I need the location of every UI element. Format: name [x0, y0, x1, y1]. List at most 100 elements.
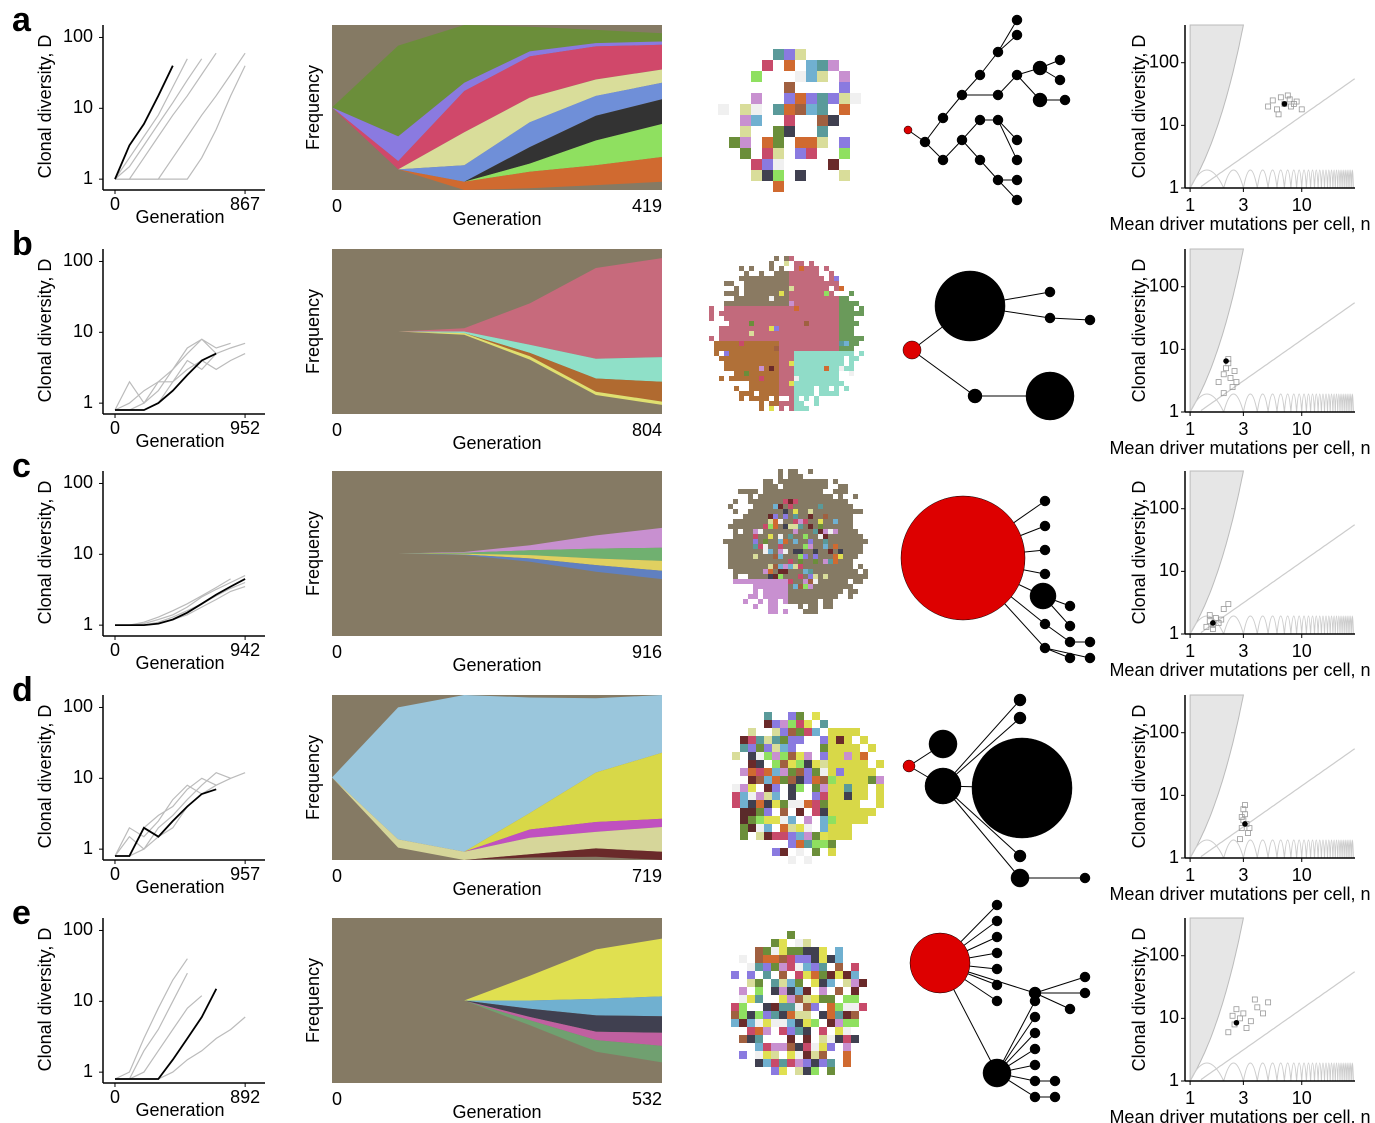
cell — [813, 479, 818, 484]
cell — [771, 987, 779, 995]
point — [1278, 95, 1283, 100]
cell — [754, 291, 759, 296]
cell — [784, 356, 789, 361]
y-tick-label: 1 — [83, 168, 93, 188]
cell — [813, 564, 818, 569]
cell — [739, 987, 747, 995]
y-tick-label: 100 — [1149, 51, 1179, 71]
cell — [774, 281, 779, 286]
cell — [733, 549, 738, 554]
cell — [755, 955, 763, 963]
cell — [859, 311, 864, 316]
cell — [809, 266, 814, 271]
x-tick-label: 892 — [230, 1087, 260, 1107]
cell — [799, 301, 804, 306]
cell — [754, 306, 759, 311]
cell — [743, 549, 748, 554]
tree-node — [1045, 313, 1055, 323]
cell — [796, 824, 804, 832]
cell — [788, 792, 796, 800]
cell — [827, 1003, 835, 1011]
cell — [843, 995, 851, 1003]
x-tick-label: 942 — [230, 640, 260, 660]
tree-node — [1040, 643, 1050, 653]
cell — [753, 584, 758, 589]
tree-node — [1065, 637, 1075, 647]
cell — [834, 391, 839, 396]
cell — [771, 939, 779, 947]
cell — [724, 281, 729, 286]
cell — [719, 311, 724, 316]
cell — [793, 474, 798, 479]
cell — [823, 579, 828, 584]
cell — [724, 311, 729, 316]
cell — [740, 104, 751, 115]
cell — [854, 356, 859, 361]
cell — [788, 736, 796, 744]
cell — [834, 286, 839, 291]
cell — [769, 406, 774, 411]
cell — [779, 361, 784, 366]
cell — [789, 351, 794, 356]
cell — [809, 351, 814, 356]
cell — [788, 599, 793, 604]
cell — [852, 744, 860, 752]
cell — [796, 784, 804, 792]
cell — [793, 569, 798, 574]
cell — [719, 346, 724, 351]
cell — [768, 524, 773, 529]
cell — [839, 71, 850, 82]
cell — [849, 356, 854, 361]
cell — [732, 800, 740, 808]
cell — [804, 720, 812, 728]
cell — [804, 776, 812, 784]
cell — [838, 514, 843, 519]
cell — [729, 331, 734, 336]
cell — [828, 824, 836, 832]
cell — [814, 276, 819, 281]
cell — [823, 519, 828, 524]
cell — [732, 792, 740, 800]
cell — [763, 554, 768, 559]
y-axis-label: Frequency — [303, 958, 323, 1043]
cell — [734, 301, 739, 306]
cell — [829, 281, 834, 286]
cell — [773, 529, 778, 534]
cell — [749, 371, 754, 376]
cell — [759, 396, 764, 401]
cell — [756, 824, 764, 832]
cell — [799, 266, 804, 271]
cell — [732, 752, 740, 760]
tree-node — [903, 341, 921, 359]
cell — [793, 539, 798, 544]
cell — [764, 321, 769, 326]
cell — [817, 115, 828, 126]
cell — [820, 744, 828, 752]
cell — [764, 281, 769, 286]
cell — [804, 351, 809, 356]
cell — [819, 316, 824, 321]
cell — [793, 564, 798, 569]
cell — [833, 499, 838, 504]
cell — [788, 574, 793, 579]
cell — [796, 768, 804, 776]
cell — [829, 301, 834, 306]
reference-arcs — [1190, 840, 1353, 858]
y-axis-label: Clonal diversity, D — [35, 259, 55, 403]
cell — [844, 331, 849, 336]
cell — [817, 126, 828, 137]
cell — [733, 559, 738, 564]
cell — [823, 544, 828, 549]
cell — [794, 396, 799, 401]
cell — [779, 1059, 787, 1067]
panel-label: a — [12, 1, 32, 39]
cell — [749, 276, 754, 281]
cell — [733, 534, 738, 539]
cell — [789, 376, 794, 381]
cell — [778, 554, 783, 559]
cell — [829, 376, 834, 381]
cell — [773, 549, 778, 554]
tree-node — [992, 964, 1002, 974]
cell — [756, 792, 764, 800]
cell — [819, 1043, 827, 1051]
